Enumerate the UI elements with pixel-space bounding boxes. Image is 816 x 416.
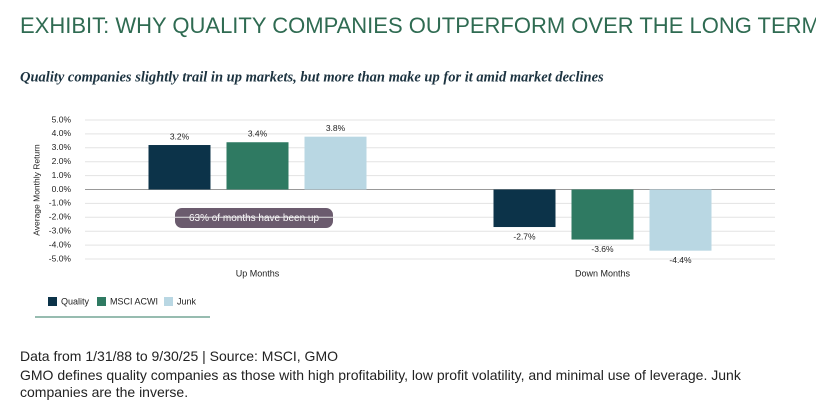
value-label: -2.7% bbox=[513, 231, 536, 241]
y-tick-label: 4.0% bbox=[52, 128, 72, 138]
y-tick-label: -2.0% bbox=[49, 212, 72, 222]
bar bbox=[493, 189, 556, 228]
chart-title: EXHIBIT: WHY QUALITY COMPANIES OUTPERFOR… bbox=[20, 13, 816, 38]
value-label: -4.4% bbox=[669, 255, 692, 265]
legend-swatch bbox=[97, 297, 106, 306]
y-tick-label: 2.0% bbox=[52, 156, 72, 166]
bar bbox=[148, 145, 211, 190]
y-tick-label: 3.0% bbox=[52, 142, 72, 152]
chart-subtitle: Quality companies slightly trail in up m… bbox=[20, 69, 604, 85]
y-axis-label: Average Monthly Return bbox=[31, 144, 41, 236]
chart: EXHIBIT: WHY QUALITY COMPANIES OUTPERFOR… bbox=[20, 13, 816, 318]
footnote: Data from 1/31/88 to 9/30/25 | Source: M… bbox=[20, 348, 339, 364]
y-tick-label: -4.0% bbox=[49, 239, 72, 249]
value-label: 3.8% bbox=[326, 123, 346, 133]
legend-swatch bbox=[164, 297, 173, 306]
value-label: -3.6% bbox=[591, 244, 614, 254]
y-tick-label: -1.0% bbox=[49, 198, 72, 208]
bar bbox=[571, 189, 634, 240]
y-tick-label: -5.0% bbox=[49, 253, 72, 263]
x-tick-label: Down Months bbox=[575, 268, 631, 278]
footnote: GMO defines quality companies as those w… bbox=[20, 367, 741, 400]
value-label: 3.4% bbox=[248, 128, 268, 138]
bar bbox=[226, 142, 289, 190]
y-tick-label: 5.0% bbox=[52, 114, 72, 124]
bar bbox=[649, 189, 712, 251]
annotation: 63% of months have been up bbox=[189, 213, 320, 224]
legend-label: Quality bbox=[61, 296, 90, 306]
legend-swatch bbox=[48, 297, 57, 306]
legend-label: MSCI ACWI bbox=[110, 296, 158, 306]
y-tick-label: 1.0% bbox=[52, 170, 72, 180]
value-label: 3.2% bbox=[170, 131, 190, 141]
x-tick-label: Up Months bbox=[236, 268, 280, 278]
y-tick-label: -3.0% bbox=[49, 225, 72, 235]
bar bbox=[304, 136, 367, 190]
annotation-box bbox=[175, 208, 333, 228]
y-tick-label: 0.0% bbox=[52, 184, 72, 194]
legend-label: Junk bbox=[177, 296, 197, 306]
